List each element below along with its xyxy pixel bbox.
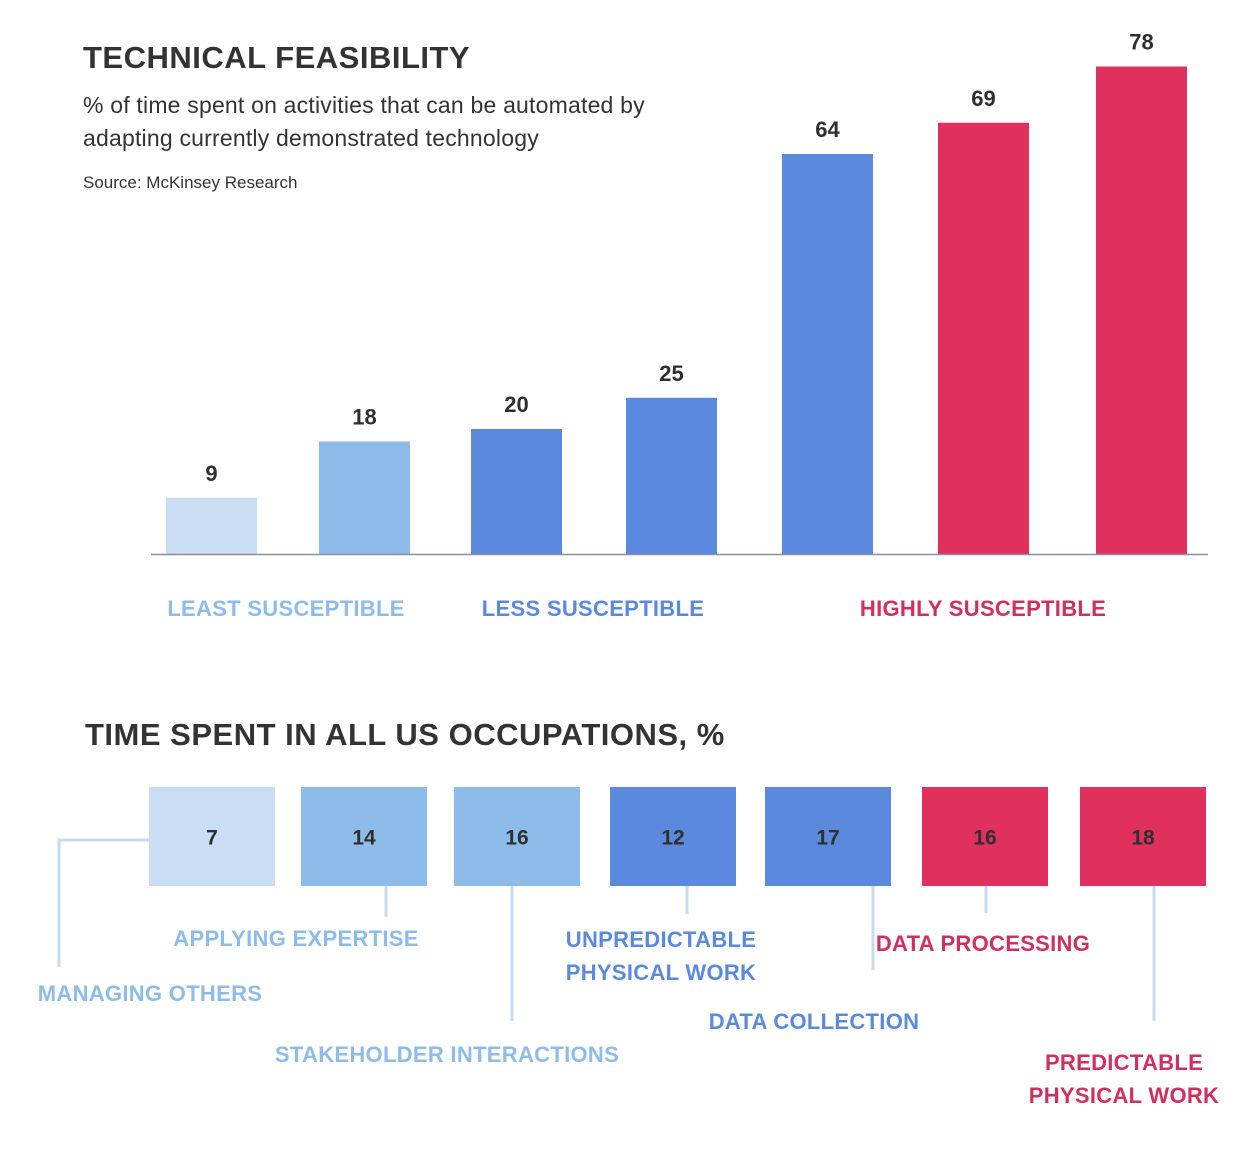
bar-value-label-1: 9 [205, 461, 217, 486]
occupation-box-6 [922, 787, 1048, 886]
occupation-value-3: 16 [505, 827, 528, 850]
occupation-value-1: 7 [206, 827, 218, 850]
bar-value-label-3: 20 [504, 392, 528, 417]
bar-3 [471, 429, 562, 554]
occupations-title: TIME SPENT IN ALL US OCCUPATIONS, % [85, 717, 725, 752]
bar-5 [782, 154, 873, 554]
occupation-label-3: STAKEHOLDER INTERACTIONS [275, 1042, 619, 1067]
connector-1 [57, 838, 149, 967]
occupation-box-1 [149, 787, 275, 886]
chart-subtitle-line-1: % of time spent on activities that can b… [83, 92, 645, 118]
occupation-value-2: 14 [352, 827, 376, 850]
occupation-label-5: DATA COLLECTION [709, 1009, 920, 1034]
occupation-box-4 [610, 787, 736, 886]
bar-2 [319, 441, 410, 554]
chart-title: TECHNICAL FEASIBILITY [83, 40, 471, 75]
group-label-2: LESS SUSCEPTIBLE [482, 596, 704, 621]
occupation-label-7-line-1: PREDICTABLE [1045, 1050, 1203, 1075]
group-label-3: HIGHLY SUSCEPTIBLE [860, 596, 1106, 621]
bar-value-label-7: 78 [1129, 30, 1153, 55]
bar-6 [938, 122, 1029, 554]
group-label-1: LEAST SUSCEPTIBLE [167, 596, 404, 621]
chart-subtitle-line-2: adapting currently demonstrated technolo… [83, 125, 539, 151]
source-note: Source: McKinsey Research [83, 173, 298, 192]
occupation-value-7: 18 [1131, 827, 1155, 850]
occupation-label-4-line-1: UNPREDICTABLE [566, 927, 757, 952]
occupation-value-4: 12 [661, 827, 684, 850]
occupation-box-2 [301, 787, 427, 886]
occupation-value-5: 17 [816, 827, 839, 850]
occupation-label-2: APPLYING EXPERTISE [173, 926, 418, 951]
bar-4 [626, 397, 717, 554]
bar-value-label-6: 69 [971, 86, 995, 111]
bar-value-label-2: 18 [352, 405, 376, 430]
occupation-label-6: DATA PROCESSING [876, 931, 1090, 956]
occupation-box-5 [765, 787, 891, 886]
occupation-value-6: 16 [973, 827, 996, 850]
bar-1 [166, 497, 257, 554]
occupation-label-1: MANAGING OTHERS [38, 981, 263, 1006]
occupation-label-4-line-2: PHYSICAL WORK [566, 960, 757, 985]
bar-7 [1096, 66, 1187, 554]
occupation-box-3 [454, 787, 580, 886]
bar-value-label-4: 25 [659, 361, 683, 386]
occupation-box-7 [1080, 787, 1206, 886]
bar-value-label-5: 64 [815, 117, 840, 142]
occupation-label-7-line-2: PHYSICAL WORK [1029, 1083, 1220, 1108]
